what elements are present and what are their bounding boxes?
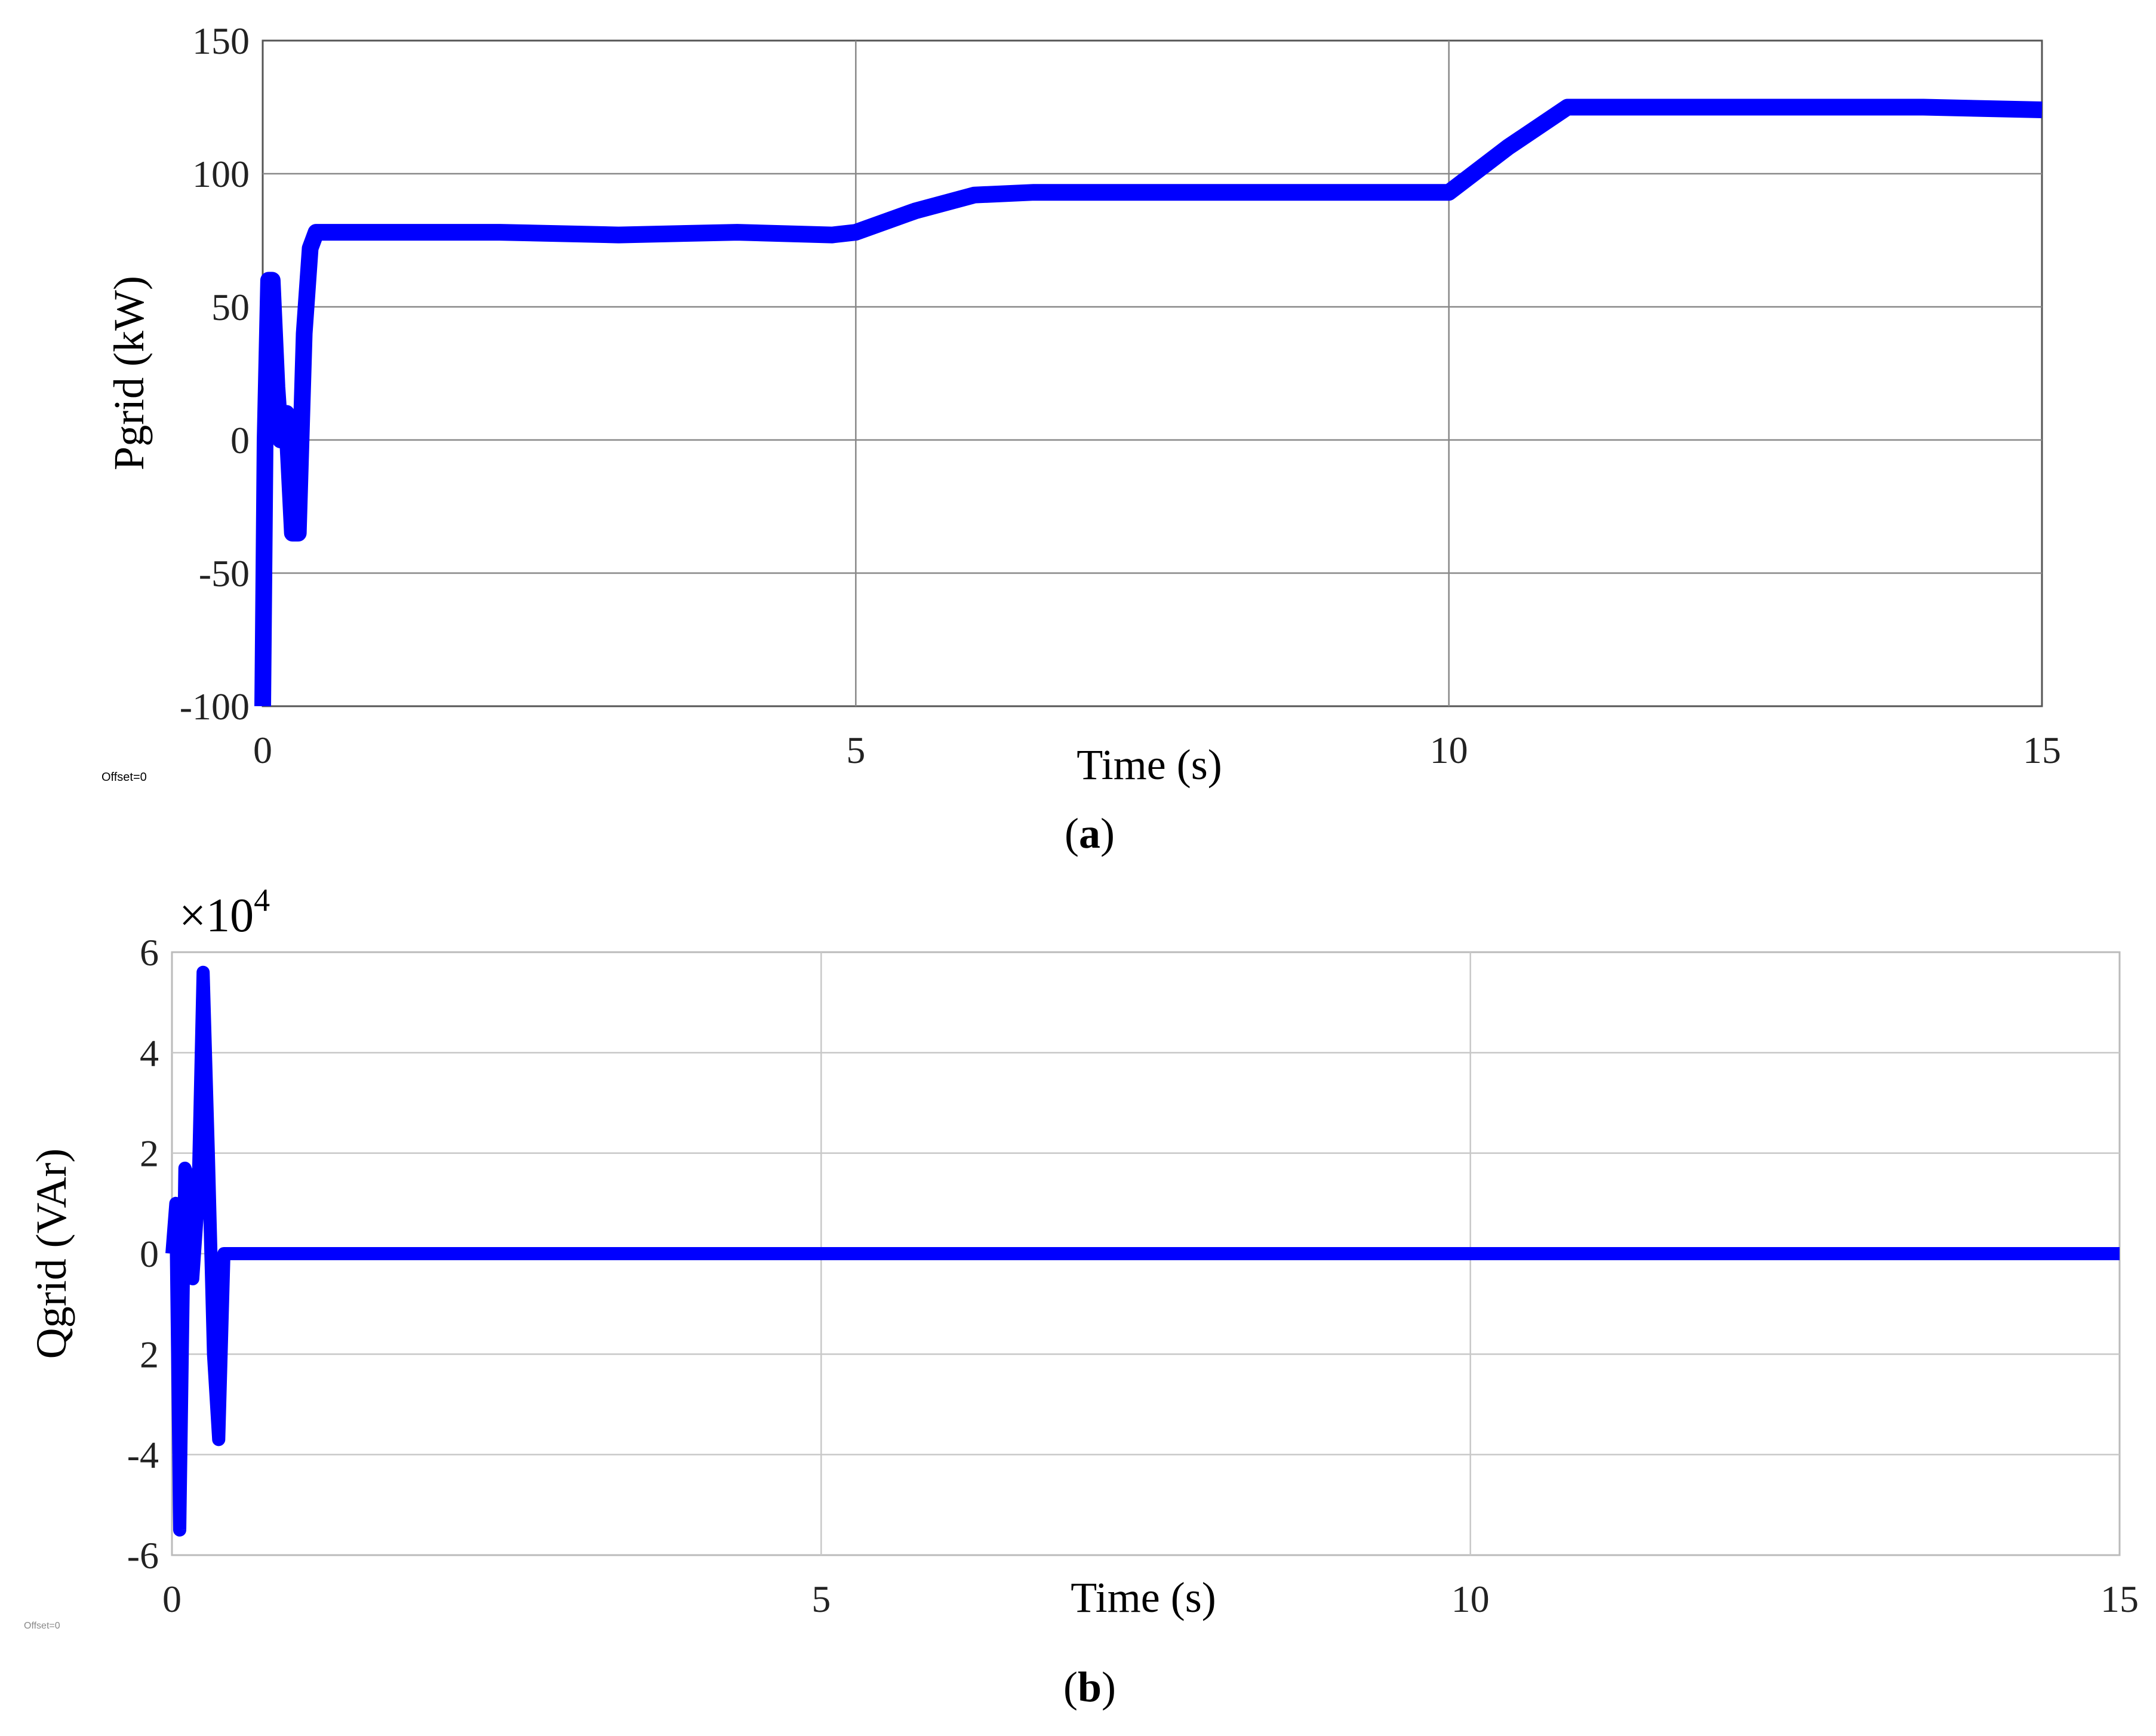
panel-label-b: b xyxy=(1078,1663,1102,1711)
y-tick-label: 0 xyxy=(230,419,250,461)
panel-caption-b: (b) xyxy=(1063,1663,1116,1711)
x-ticks-b: 0 5 10 15 xyxy=(162,1578,2139,1620)
x-axis-label-b: Time (s) xyxy=(1071,1574,1216,1621)
y-axis-label-b: Qgrid (VAr) xyxy=(27,1149,75,1359)
series-line-a xyxy=(254,99,2043,707)
plot-area-a xyxy=(262,39,2043,707)
y-axis-label-a: Pgrid (kW) xyxy=(105,276,153,470)
y-tick-label: 150 xyxy=(192,20,250,62)
x-tick-label: 15 xyxy=(2100,1578,2139,1620)
x-tick-label: 10 xyxy=(1430,729,1468,771)
x-tick-label: 5 xyxy=(846,729,865,771)
y-tick-label: -50 xyxy=(199,552,250,595)
panel-caption-a: (a) xyxy=(1065,809,1115,857)
x-tick-label: 10 xyxy=(1451,1578,1490,1620)
panel-label-a: a xyxy=(1079,809,1100,857)
x-tick-label: 15 xyxy=(2023,729,2061,771)
y-tick-label: -4 xyxy=(127,1434,159,1476)
x-tick-label: 5 xyxy=(811,1578,831,1620)
y-ticks-b: 6 4 2 0 2 -4 -6 xyxy=(127,931,159,1577)
x-ticks-a: 0 5 10 15 xyxy=(253,729,2061,771)
y-tick-label: 4 xyxy=(140,1032,159,1074)
offset-note-a: Offset=0 xyxy=(102,771,147,784)
offset-note-b: Offset=0 xyxy=(24,1621,60,1631)
y-ticks-a: 150 100 50 0 -50 -100 xyxy=(180,20,250,728)
x-axis-label-a: Time (s) xyxy=(1077,741,1222,789)
x-tick-label: 0 xyxy=(253,729,272,771)
series-line-b xyxy=(165,965,2120,1537)
y-tick-label: 2 xyxy=(140,1132,159,1175)
y-tick-label: -6 xyxy=(127,1534,159,1577)
y-multiplier-base: ×10 xyxy=(179,889,254,942)
y-tick-label: 2 xyxy=(140,1333,159,1375)
x-tick-label: 0 xyxy=(162,1578,182,1620)
y-tick-label: 50 xyxy=(211,286,250,328)
y-multiplier-b: ×104 xyxy=(179,882,270,942)
panel-a: 150 100 50 0 -50 -100 0 5 10 15 Pgrid (kW) Time … xyxy=(102,20,2061,857)
y-multiplier-exponent: 4 xyxy=(254,882,270,918)
y-tick-label: -100 xyxy=(180,685,250,728)
y-tick-label: 0 xyxy=(140,1233,159,1275)
grid-a xyxy=(263,41,2042,706)
y-tick-label: 6 xyxy=(140,931,159,974)
y-tick-label: 100 xyxy=(192,153,250,195)
